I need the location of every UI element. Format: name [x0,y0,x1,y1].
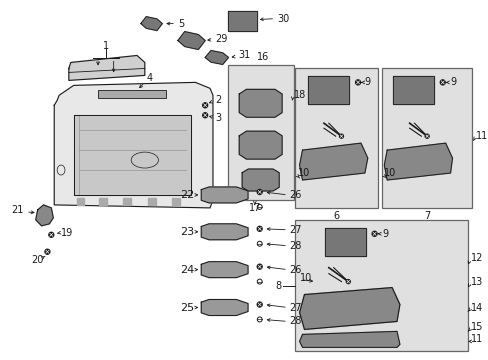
Circle shape [425,134,428,138]
Circle shape [257,264,262,269]
Text: 28: 28 [288,316,301,327]
Text: 27: 27 [288,302,301,312]
Text: 28: 28 [288,241,301,251]
Bar [227,66,293,200]
Polygon shape [201,224,247,240]
Text: 22: 22 [180,190,194,200]
Text: 11: 11 [475,131,487,141]
Text: 10: 10 [299,273,311,283]
Polygon shape [36,205,53,226]
Text: 5: 5 [178,19,184,28]
Text: 16: 16 [256,53,268,63]
Polygon shape [201,300,247,315]
Text: 10: 10 [297,168,309,178]
Text: 26: 26 [288,190,301,200]
Text: 2: 2 [214,95,221,105]
Circle shape [203,103,207,108]
Text: 4: 4 [146,73,153,84]
Text: 9: 9 [382,229,387,239]
Text: 14: 14 [470,302,482,312]
Circle shape [203,113,207,118]
Text: 8: 8 [274,280,281,291]
Polygon shape [239,89,282,117]
Polygon shape [74,115,190,195]
Bar [382,68,471,208]
Circle shape [355,80,360,85]
Polygon shape [324,228,365,256]
Text: 9: 9 [364,77,370,87]
Text: 30: 30 [277,14,289,24]
Polygon shape [299,143,367,180]
Polygon shape [147,198,155,205]
Text: 1: 1 [102,41,109,50]
Polygon shape [201,187,247,203]
Text: 7: 7 [423,211,429,221]
Polygon shape [392,76,433,104]
Text: 21: 21 [12,205,24,215]
Text: 11: 11 [470,334,482,345]
Bar [98,90,166,98]
Text: 6: 6 [332,211,339,221]
Bar [294,68,377,208]
Text: 3: 3 [214,113,221,123]
Text: 18: 18 [293,90,305,100]
Circle shape [257,189,262,194]
Polygon shape [201,262,247,278]
Circle shape [371,231,376,236]
Circle shape [257,302,262,307]
Polygon shape [54,82,213,208]
Circle shape [45,249,50,254]
Text: 24: 24 [180,265,194,275]
Text: 27: 27 [288,225,301,235]
Polygon shape [299,332,399,347]
Polygon shape [69,55,144,80]
Circle shape [257,226,262,231]
Polygon shape [99,198,106,205]
Text: 17: 17 [248,203,261,213]
Circle shape [339,134,343,138]
Circle shape [346,280,349,284]
Polygon shape [172,198,180,205]
Text: 29: 29 [214,33,227,44]
Circle shape [439,80,444,85]
Text: 13: 13 [470,276,482,287]
Polygon shape [123,198,131,205]
Polygon shape [178,32,205,50]
Text: 19: 19 [61,228,73,238]
Polygon shape [384,143,451,180]
Polygon shape [227,11,256,31]
Text: 25: 25 [180,302,194,312]
Bar [294,220,467,351]
Polygon shape [239,131,282,159]
Text: 31: 31 [238,50,250,60]
Polygon shape [242,169,279,191]
Text: 12: 12 [470,253,482,263]
Text: 9: 9 [449,77,456,87]
Polygon shape [299,288,399,329]
Circle shape [49,232,54,237]
Polygon shape [77,198,84,205]
Text: 23: 23 [180,227,194,237]
Text: 26: 26 [288,265,301,275]
Text: 20: 20 [31,255,44,265]
Polygon shape [205,50,228,64]
Polygon shape [308,76,348,104]
Text: 10: 10 [384,168,396,178]
Text: 15: 15 [470,323,482,332]
Polygon shape [141,17,162,31]
